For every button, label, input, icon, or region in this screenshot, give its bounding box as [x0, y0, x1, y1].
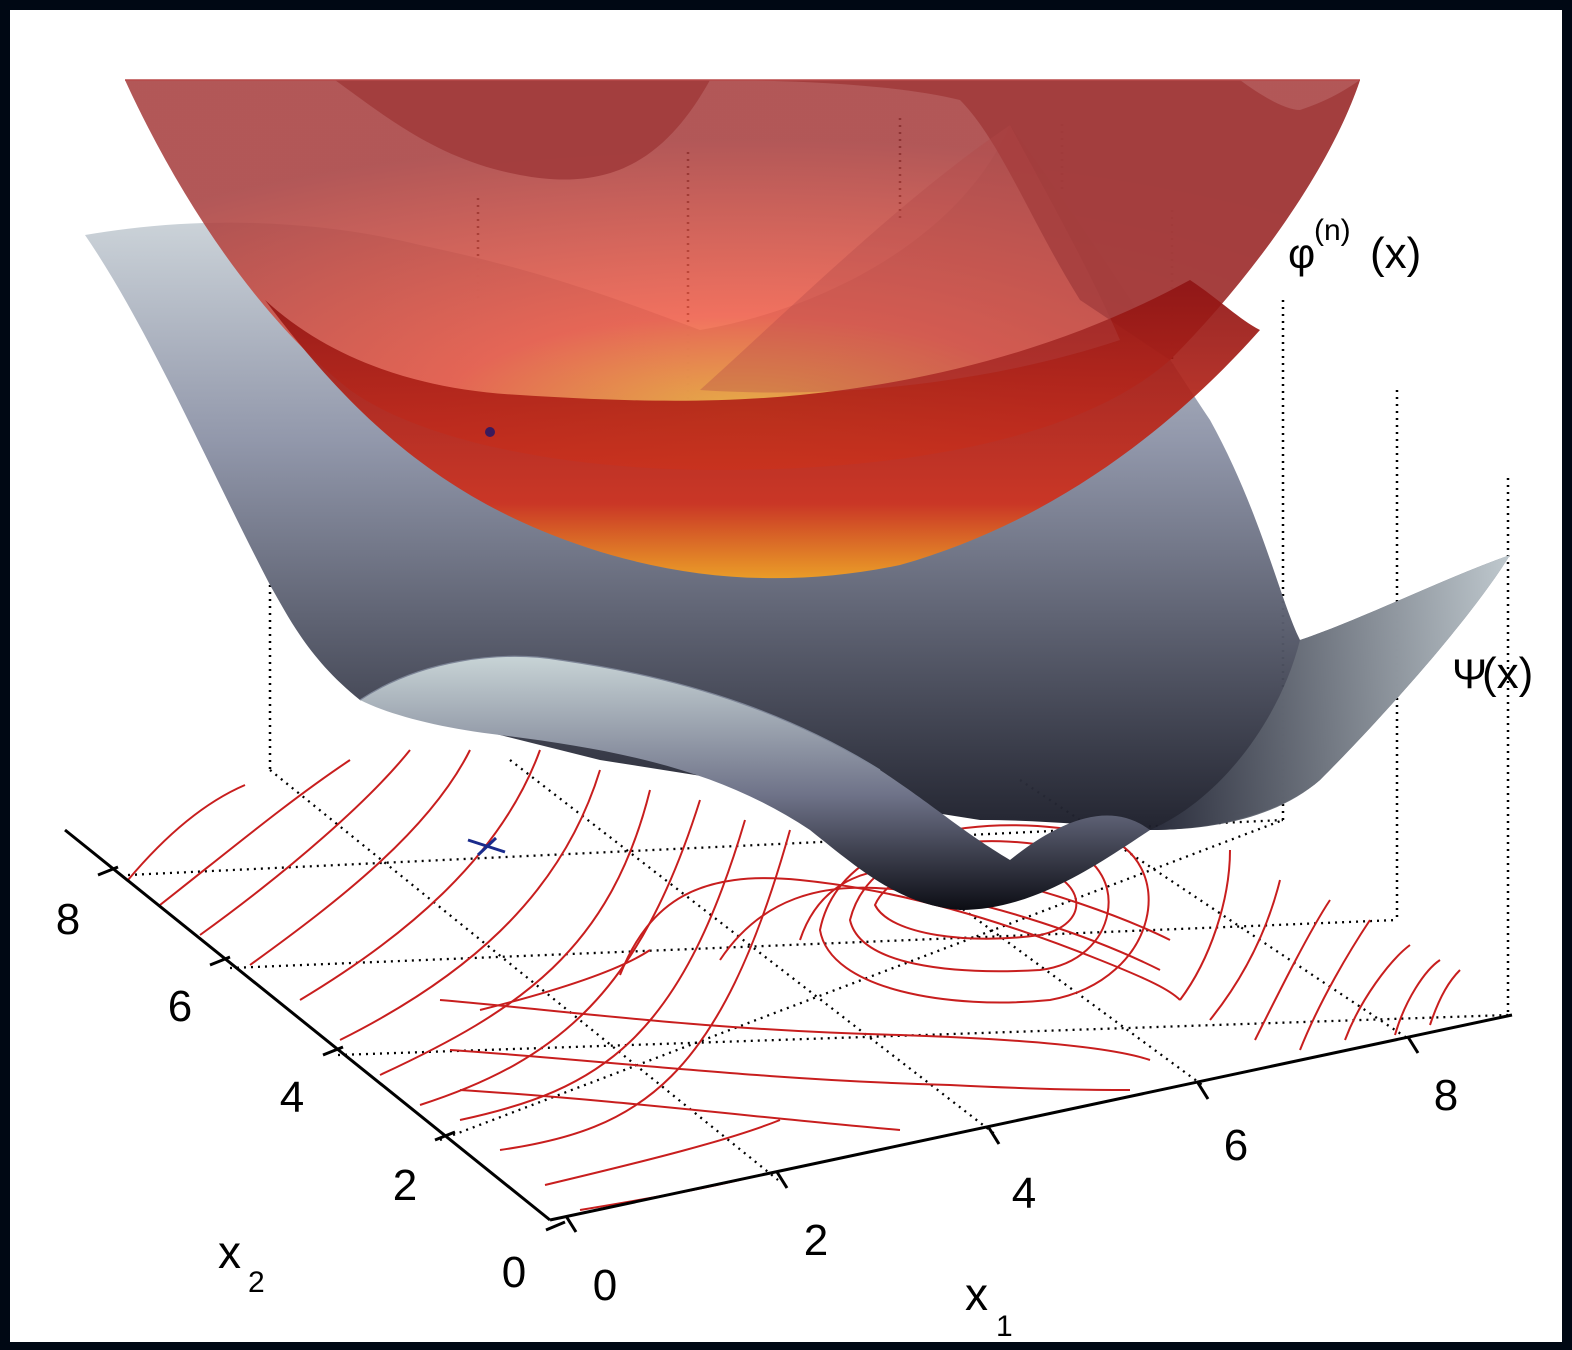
contour-line	[479, 949, 651, 1011]
x1-tick-mark	[1196, 1082, 1210, 1100]
phi-label-argument: (x)	[1370, 229, 1421, 278]
psi-label-argument: (x)	[1482, 649, 1533, 698]
phi-series-label: φ (n) (x)	[1288, 214, 1421, 278]
x2-label-base: x	[218, 1226, 241, 1278]
phi-point-marker	[485, 427, 495, 437]
x1-tick-mark	[1406, 1036, 1420, 1054]
x2-tick-mark	[545, 1220, 566, 1232]
contour-line	[459, 1089, 901, 1131]
contour-line	[379, 789, 651, 1076]
x1-label-base: x	[965, 1268, 988, 1320]
x1-tick-labels: 0 2 4 6 8	[593, 1071, 1458, 1310]
contour-line	[199, 749, 411, 936]
x1-tick-label: 0	[593, 1261, 617, 1310]
contour-line	[439, 999, 1151, 1061]
phi-psi-intersection-ridge	[700, 125, 1120, 393]
series-phi-surface	[125, 79, 1360, 579]
x1-tick-mark	[564, 1215, 578, 1233]
contour-line	[544, 1119, 781, 1186]
x1-tick-mark	[775, 1171, 789, 1189]
x2-tick-label: 8	[56, 895, 80, 944]
phi-back-lip	[125, 80, 710, 180]
marker-x-stroke	[476, 836, 498, 857]
contour-line	[299, 749, 541, 1001]
contour-line	[1429, 969, 1461, 1026]
x1-tick-label: 6	[1224, 1121, 1248, 1170]
surface-chart: 0 2 4 6 8 0 2 4 6 8 x 2 x 1 φ (n) (x) Ψ …	[56, 79, 1533, 1343]
phi-front-rim	[265, 280, 1260, 579]
x1-label-subscript: 1	[996, 1310, 1013, 1342]
x1-tick-label: 8	[1434, 1071, 1458, 1120]
grid-line	[269, 769, 779, 1181]
x2-axis-label: x 2	[218, 1226, 265, 1299]
psi-label-base: Ψ	[1452, 650, 1487, 697]
grid-line	[509, 759, 997, 1136]
contour-line	[619, 877, 1181, 1001]
x2-tick-label: 4	[280, 1073, 304, 1122]
x1-tick-label: 2	[804, 1216, 828, 1265]
x2-axis-ticks	[97, 865, 566, 1232]
axes	[64, 828, 1513, 1233]
psi-front-fold	[360, 656, 1150, 910]
contour-line	[1394, 959, 1441, 1036]
x2-label-subscript: 2	[248, 1266, 265, 1299]
contour-line	[249, 749, 471, 966]
contour-line	[1254, 899, 1331, 1041]
contour-line	[159, 759, 351, 906]
x2-tick-label: 6	[168, 982, 192, 1031]
contour-line	[1344, 944, 1411, 1041]
psi-right-wing	[1150, 555, 1510, 830]
x2-tick-mark	[434, 1130, 456, 1142]
plot-area: 0 2 4 6 8 0 2 4 6 8 x 2 x 1 φ (n) (x) Ψ …	[10, 10, 1562, 1343]
contour-line	[339, 769, 601, 1041]
x2-tick-mark	[97, 865, 119, 877]
grid-line	[229, 918, 1398, 970]
x1-axis-label: x 1	[965, 1268, 1013, 1343]
x2-tick-mark	[209, 955, 231, 967]
contour-line	[1299, 919, 1371, 1051]
x2-tick-label: 0	[502, 1248, 526, 1297]
x1-tick-mark	[987, 1127, 1001, 1145]
phi-label-base: φ	[1288, 230, 1315, 277]
x1-tick-label: 4	[1012, 1169, 1036, 1218]
x1-axis-line	[549, 1013, 1513, 1222]
minimum-marker	[467, 836, 506, 857]
x2-tick-labels: 0 2 4 6 8	[56, 895, 526, 1297]
psi-series-label: Ψ (x)	[1452, 649, 1533, 698]
contour-line	[419, 799, 701, 1106]
phi-label-superscript: (n)	[1314, 214, 1351, 247]
psi-front-top-edge	[359, 655, 881, 771]
contour-line	[127, 784, 246, 881]
contour-line	[499, 829, 791, 1151]
x2-axis-line	[64, 828, 551, 1222]
x1-axis-ticks	[564, 1036, 1420, 1233]
x2-tick-mark	[322, 1045, 344, 1057]
contour-line	[459, 819, 746, 1121]
contour-line	[1209, 879, 1281, 1021]
contour-line	[449, 1049, 1131, 1091]
contour-line	[1179, 849, 1231, 1001]
x2-tick-label: 2	[393, 1161, 417, 1210]
